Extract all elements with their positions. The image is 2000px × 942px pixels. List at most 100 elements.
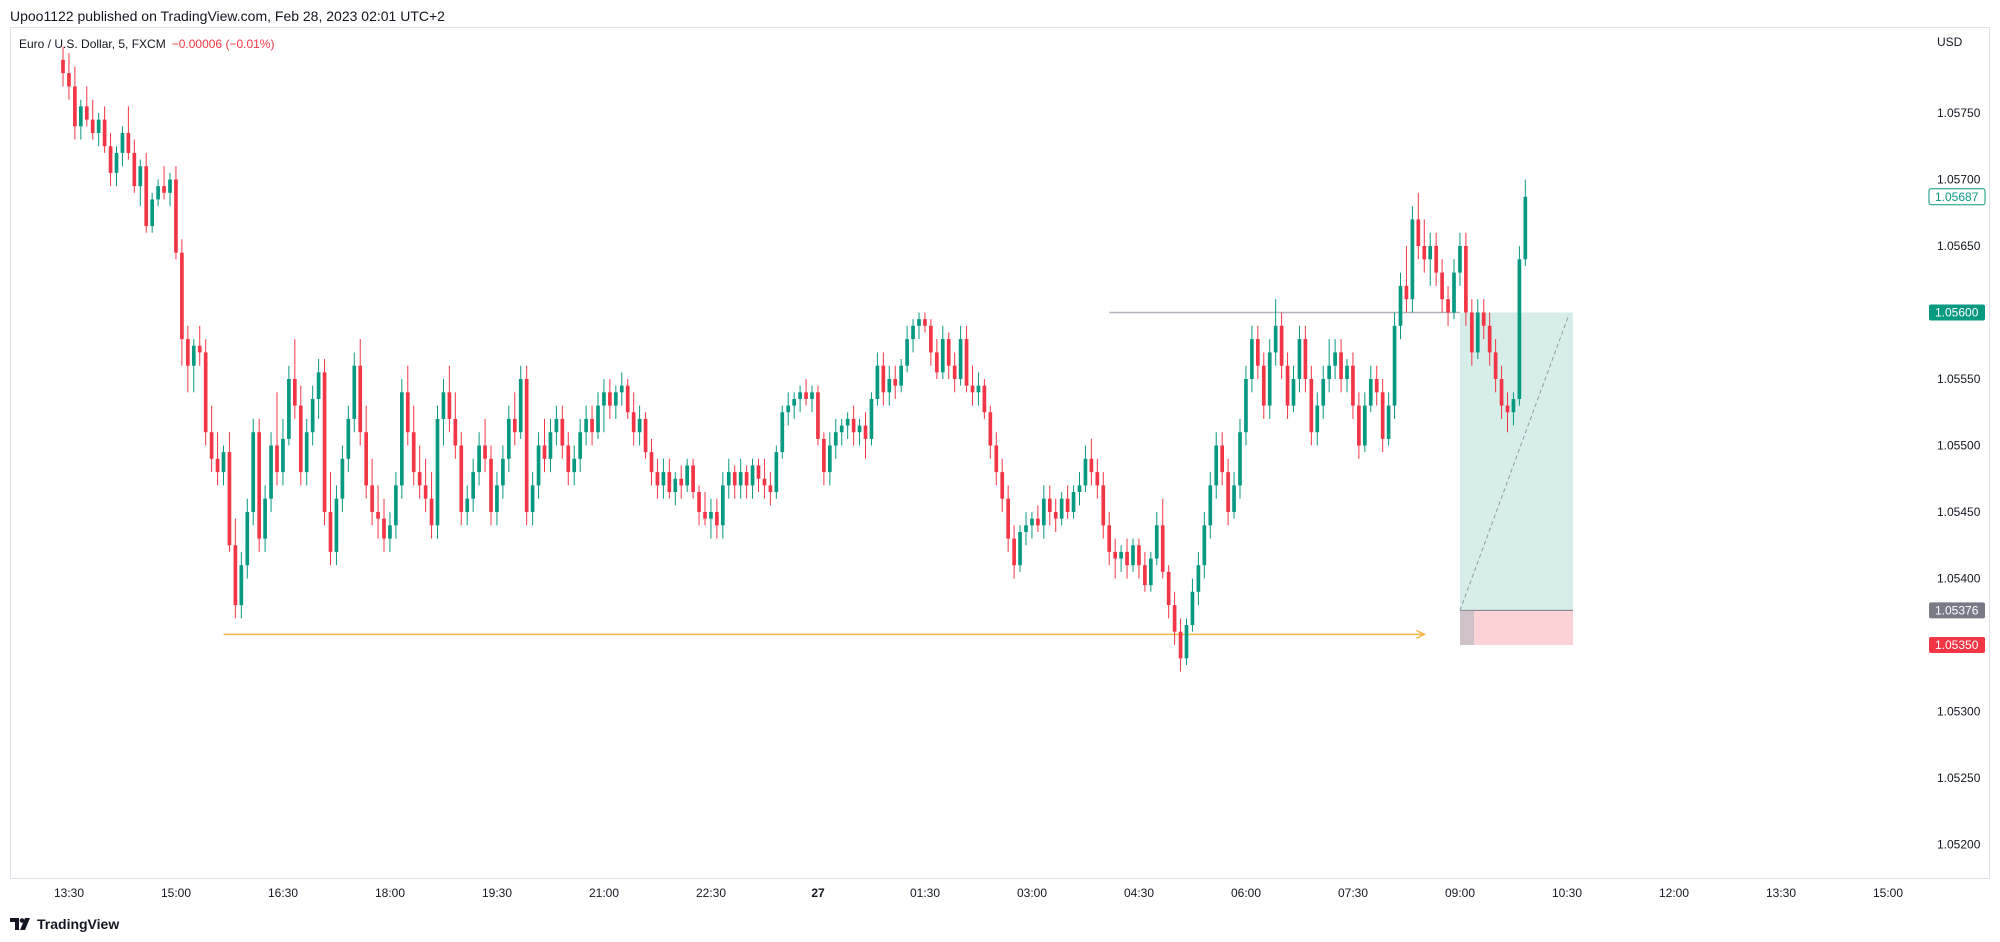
candle [1166, 565, 1171, 619]
price-tag-label: 1.05600 [1935, 306, 1979, 320]
candle [1398, 272, 1403, 340]
time-tick-label: 12:00 [1659, 886, 1689, 900]
candle [382, 498, 386, 552]
candle [453, 392, 458, 459]
candle [946, 332, 951, 379]
candle [114, 146, 119, 187]
candle [441, 379, 446, 446]
candle [269, 432, 273, 512]
price-tick-label: 1.05500 [1937, 439, 1981, 453]
candle [982, 379, 987, 419]
candle [1077, 472, 1082, 506]
candle [1137, 538, 1141, 579]
candle [1321, 365, 1326, 419]
candle [512, 392, 517, 446]
candle [429, 472, 434, 539]
candle [934, 339, 939, 379]
candle [524, 365, 529, 526]
candle [1458, 232, 1462, 286]
candle [899, 359, 904, 393]
time-tick-label: 13:30 [54, 886, 84, 900]
time-tick-label: 16:30 [268, 886, 298, 900]
candle [887, 365, 892, 406]
support-arrow-head [1415, 629, 1427, 640]
candle [78, 99, 83, 140]
candle [1303, 325, 1308, 393]
price-tag[interactable]: 1.05600 [1929, 304, 1985, 321]
candle [1178, 618, 1183, 672]
candle [1101, 472, 1106, 539]
candle [263, 485, 267, 552]
candle [827, 432, 832, 486]
candle [1309, 365, 1314, 446]
candle [655, 458, 660, 499]
candle [786, 392, 791, 426]
candle [661, 458, 666, 499]
price-tag[interactable]: 1.05687 [1928, 188, 1986, 206]
brand-name: TradingView [37, 916, 120, 932]
candle [1357, 392, 1361, 459]
long-position-handle[interactable] [1460, 610, 1474, 645]
candle [1148, 551, 1153, 592]
candle [394, 472, 398, 539]
candle [191, 339, 196, 393]
candle [1232, 472, 1236, 519]
candle [138, 159, 143, 207]
candle [1475, 299, 1480, 360]
candle [1089, 438, 1094, 486]
long-position-target-zone[interactable] [1460, 312, 1573, 611]
candle [1244, 365, 1248, 446]
candle [1434, 232, 1439, 286]
price-tick-label: 1.05550 [1937, 372, 1981, 386]
candle [298, 385, 303, 486]
candle [613, 385, 618, 419]
candle [477, 432, 481, 486]
candle [923, 312, 927, 333]
time-tick-label: 04:30 [1124, 886, 1154, 900]
candle [608, 379, 612, 419]
long-position-stop-zone[interactable] [1460, 610, 1573, 645]
price-tag[interactable]: 1.05376 [1929, 602, 1985, 619]
candle [976, 372, 981, 406]
candle [310, 385, 315, 446]
candle [292, 339, 297, 419]
candle [144, 152, 149, 233]
candle [1154, 512, 1159, 566]
candle [804, 379, 808, 406]
candle [1339, 339, 1343, 393]
candle [667, 458, 672, 499]
time-tick-label: 09:00 [1445, 886, 1475, 900]
candle [732, 465, 737, 499]
candle [994, 432, 999, 486]
time-tick-label: 01:30 [910, 886, 940, 900]
candle [1273, 299, 1278, 366]
price-tag-label: 1.05687 [1935, 190, 1979, 204]
candle [221, 445, 226, 486]
candle [334, 485, 339, 566]
price-tick-label: 1.05450 [1937, 505, 1981, 519]
candle [1380, 379, 1385, 453]
candle [90, 99, 95, 140]
candle [756, 458, 761, 493]
tradingview-brand[interactable]: TradingView [10, 916, 119, 932]
candle [1190, 578, 1195, 632]
candle [150, 192, 155, 233]
candle [952, 352, 957, 393]
candle [1196, 551, 1201, 606]
chart-frame[interactable] [10, 27, 1990, 879]
candle [281, 418, 285, 486]
candle [548, 418, 553, 473]
time-tick-label: 15:00 [161, 886, 191, 900]
candle [1410, 206, 1415, 313]
candle [1160, 498, 1165, 579]
candle [340, 445, 345, 512]
candle [185, 325, 190, 393]
candle [839, 418, 844, 446]
candle [1065, 485, 1070, 519]
candle [322, 359, 327, 526]
candle [964, 325, 969, 393]
candle [881, 352, 886, 406]
candle [287, 365, 291, 446]
price-tag[interactable]: 1.05350 [1929, 637, 1985, 653]
